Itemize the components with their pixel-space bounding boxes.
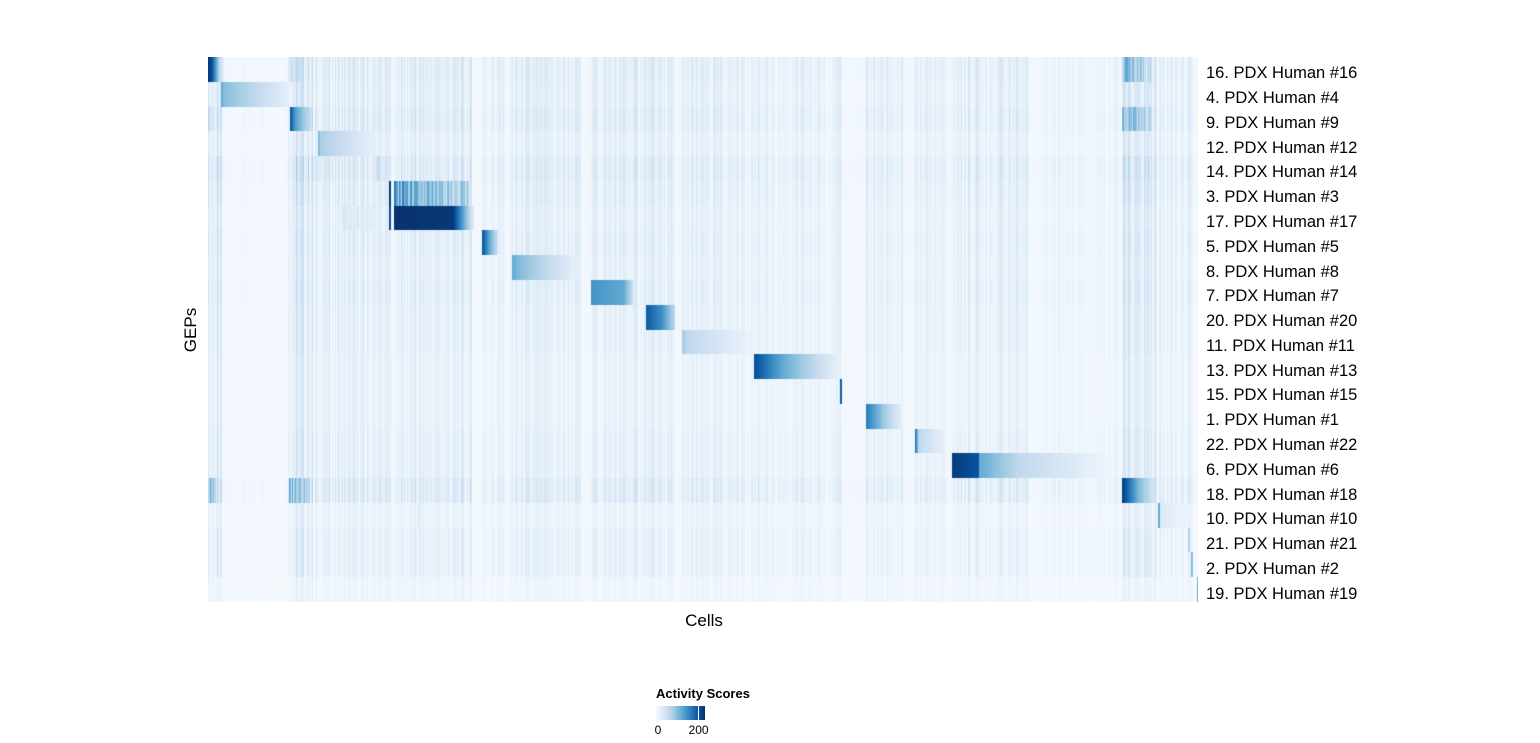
row-label: 3. PDX Human #3 [1206, 188, 1339, 207]
row-label: 16. PDX Human #16 [1206, 64, 1358, 83]
row-label: 11. PDX Human #11 [1206, 336, 1355, 355]
legend-tick-mark [697, 706, 700, 720]
row-label: 12. PDX Human #12 [1206, 138, 1358, 157]
row-label: 4. PDX Human #4 [1206, 89, 1339, 108]
row-label: 10. PDX Human #10 [1206, 510, 1358, 529]
row-label: 2. PDX Human #2 [1206, 559, 1339, 578]
row-label: 17. PDX Human #17 [1206, 213, 1358, 232]
row-label: 8. PDX Human #8 [1206, 262, 1339, 281]
row-label: 19. PDX Human #19 [1206, 584, 1358, 603]
row-label: 7. PDX Human #7 [1206, 287, 1339, 306]
legend-gradient-bar [656, 706, 705, 720]
row-label: 1. PDX Human #1 [1206, 411, 1339, 430]
row-label: 22. PDX Human #22 [1206, 435, 1358, 454]
row-label: 18. PDX Human #18 [1206, 485, 1358, 504]
legend-tick-labels: 0 200 [654, 723, 716, 737]
row-label: 5. PDX Human #5 [1206, 237, 1339, 256]
row-label: 21. PDX Human #21 [1206, 535, 1358, 554]
row-label: 20. PDX Human #20 [1206, 312, 1358, 331]
legend-tick-label-0: 0 [654, 723, 662, 737]
row-label: 15. PDX Human #15 [1206, 386, 1358, 405]
row-label: 6. PDX Human #6 [1206, 460, 1339, 479]
legend: Activity Scores 0 200 [654, 686, 750, 738]
y-axis-label: GEPs [181, 307, 200, 353]
x-axis-label: Cells [685, 611, 723, 630]
row-label: 14. PDX Human #14 [1206, 163, 1358, 182]
legend-tick-label-200: 200 [688, 723, 709, 737]
row-label: 9. PDX Human #9 [1206, 113, 1339, 132]
row-labels: 16. PDX Human #16 4. PDX Human #4 9. PDX H… [1206, 0, 1536, 743]
heatmap-canvas [208, 57, 1198, 602]
row-label: 13. PDX Human #13 [1206, 361, 1358, 380]
legend-title: Activity Scores [656, 686, 750, 701]
